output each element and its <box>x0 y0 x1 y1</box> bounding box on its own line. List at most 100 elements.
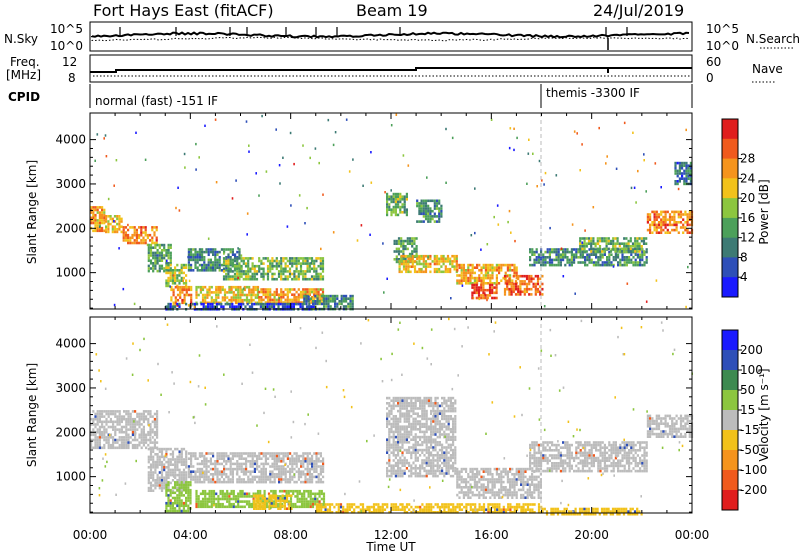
data-cell <box>149 450 153 453</box>
data-cell <box>180 263 183 267</box>
data-cell <box>688 213 691 216</box>
data-cell <box>204 298 207 302</box>
data-cell <box>425 415 428 418</box>
data-cell <box>666 223 669 227</box>
data-cell <box>264 288 267 291</box>
data-cell <box>484 263 487 267</box>
data-cell <box>484 296 487 300</box>
data-cell <box>278 467 281 471</box>
data-cell <box>289 475 292 479</box>
data-cell <box>313 467 316 471</box>
data-cell <box>167 509 170 513</box>
data-cell <box>311 475 314 479</box>
data-cell <box>204 489 207 493</box>
data-cell <box>136 443 139 447</box>
data-cell <box>607 242 610 245</box>
data-cell <box>203 266 206 269</box>
data-cell <box>176 468 179 472</box>
data-cell <box>403 195 406 198</box>
data-cell <box>99 225 101 228</box>
data-cell <box>140 428 143 431</box>
data-cell <box>418 220 421 223</box>
data-cell <box>687 164 690 167</box>
data-cell <box>559 256 562 259</box>
data-cell <box>248 293 251 297</box>
data-cell <box>438 270 441 274</box>
data-cell <box>221 288 224 292</box>
data-cell <box>242 473 245 476</box>
data-cell <box>154 246 157 249</box>
data-cell <box>541 179 543 182</box>
data-cell <box>192 248 195 251</box>
data-cell <box>316 497 319 501</box>
data-cell <box>476 282 479 285</box>
data-cell <box>136 446 139 450</box>
data-cell <box>154 479 157 482</box>
data-cell <box>534 290 537 294</box>
data-cell <box>302 290 305 294</box>
data-cell <box>570 250 573 254</box>
data-cell <box>395 239 398 243</box>
data-cell <box>190 285 193 289</box>
data-cell <box>351 297 354 300</box>
data-cell <box>185 279 188 282</box>
data-cell <box>113 303 116 307</box>
data-cell <box>149 481 153 485</box>
data-cell <box>306 480 309 484</box>
data-cell <box>98 221 101 225</box>
data-cell <box>657 223 661 227</box>
data-cell <box>163 466 166 469</box>
data-cell <box>261 494 264 497</box>
data-cell <box>446 254 450 258</box>
data-cell <box>201 489 205 493</box>
data-cell <box>390 425 393 428</box>
data-cell <box>660 210 663 214</box>
data-cell <box>410 409 413 413</box>
data-cell <box>491 282 494 285</box>
data-cell <box>252 293 255 297</box>
data-cell <box>317 275 320 278</box>
data-cell <box>609 242 613 245</box>
data-cell <box>402 239 405 243</box>
data-cell <box>304 259 307 263</box>
data-cell <box>595 256 598 259</box>
data-cell <box>240 275 243 278</box>
data-cell <box>238 248 241 251</box>
data-cell <box>577 250 580 254</box>
data-cell <box>675 210 678 214</box>
data-cell <box>397 402 400 405</box>
data-cell <box>171 276 174 280</box>
data-cell <box>275 264 278 268</box>
data-cell <box>619 248 622 251</box>
data-cell <box>508 282 511 286</box>
data-cell <box>413 247 416 251</box>
data-cell <box>409 260 412 263</box>
data-cell <box>458 279 461 282</box>
data-cell <box>686 223 689 227</box>
data-cell <box>315 465 318 468</box>
data-cell <box>338 300 341 303</box>
data-cell <box>217 495 220 498</box>
data-cell <box>438 260 441 263</box>
data-cell <box>398 265 401 268</box>
data-cell <box>348 170 351 173</box>
data-cell <box>412 435 415 439</box>
data-cell <box>182 494 185 497</box>
data-cell <box>284 478 287 481</box>
data-cell <box>237 288 240 292</box>
data-cell <box>185 291 188 294</box>
data-cell <box>579 256 582 259</box>
data-cell <box>178 471 181 474</box>
data-cell <box>410 446 413 449</box>
data-cell <box>405 211 408 214</box>
data-cell <box>288 298 292 302</box>
data-cell <box>511 269 514 272</box>
data-cell <box>308 462 311 466</box>
data-cell <box>262 465 265 468</box>
data-cell <box>113 225 117 228</box>
data-cell <box>125 430 128 434</box>
data-cell <box>239 296 242 299</box>
data-cell <box>153 417 156 421</box>
data-cell <box>156 481 159 485</box>
data-cell <box>244 272 248 276</box>
